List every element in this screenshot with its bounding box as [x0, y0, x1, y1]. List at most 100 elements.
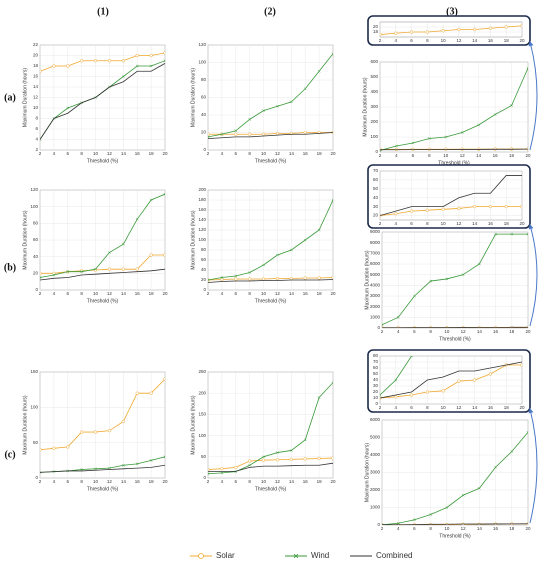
y-tick-label: 10 [373, 395, 379, 400]
x-tick-label: 16 [493, 526, 499, 531]
x-tick-label: 10 [444, 329, 450, 334]
point [39, 448, 42, 451]
point [66, 446, 69, 449]
point [473, 379, 476, 382]
y-tick-label: 18 [33, 63, 39, 68]
point [473, 205, 476, 208]
x-tick-label: 4 [221, 291, 224, 296]
x-tick-label: 12 [275, 151, 281, 156]
y-tick-label: 1000 [370, 315, 381, 320]
point [94, 59, 97, 62]
point [426, 391, 429, 394]
x-axis-label: Threshold (%) [255, 486, 287, 492]
point [426, 31, 429, 34]
y-tick-label: 100 [30, 204, 38, 209]
point [80, 431, 83, 434]
x-tick-label: 8 [80, 291, 83, 296]
y-tick-label: 18 [373, 29, 379, 34]
x-tick-label: 4 [53, 479, 56, 484]
point [220, 467, 223, 470]
x-tick-label: 4 [221, 479, 224, 484]
x-tick-label: 2 [39, 479, 42, 484]
y-tick-label: 80 [373, 353, 379, 358]
x-tick-label: 20 [525, 329, 531, 334]
x-tick-label: 10 [443, 153, 449, 158]
x-tick-label: 14 [289, 291, 295, 296]
x-tick-label: 4 [53, 151, 56, 156]
x-tick-label: 4 [397, 526, 400, 531]
y-tick-label: 60 [373, 365, 379, 370]
y-axis-label: Maximum Duration (hours) [22, 68, 28, 128]
y-tick-label: 120 [30, 187, 38, 192]
x-tick-label: 18 [504, 221, 510, 226]
x-tick-label: 10 [93, 151, 99, 156]
y-tick-label: 60 [373, 177, 379, 182]
point [136, 392, 139, 395]
x-tick-label: 14 [121, 479, 127, 484]
x-tick-label: 2 [39, 291, 42, 296]
y-tick-label: 5000 [370, 435, 381, 440]
point [164, 254, 167, 257]
x-tick-label: 12 [456, 221, 462, 226]
y-tick-label: 150 [30, 369, 38, 374]
point [52, 65, 55, 68]
x-tick-label: 8 [248, 291, 251, 296]
y-axis-label: Maximum Duration (hours) [190, 395, 196, 455]
x-tick-label: 14 [289, 479, 295, 484]
point [332, 276, 335, 279]
x-tick-label: 20 [162, 479, 168, 484]
x-tick-label: 20 [162, 151, 168, 156]
point [248, 460, 251, 463]
point [489, 27, 492, 30]
point [66, 65, 69, 68]
x-tick-label: 2 [381, 526, 384, 531]
x-tick-label: 10 [261, 291, 267, 296]
point [410, 31, 413, 34]
point [304, 131, 307, 134]
x-tick-label: 16 [135, 291, 141, 296]
x-tick-label: 16 [488, 38, 494, 43]
point [489, 205, 492, 208]
x-tick-label: 18 [149, 479, 155, 484]
x-tick-label: 20 [330, 479, 336, 484]
x-tick-label: 16 [493, 329, 499, 334]
x-tick-label: 4 [395, 405, 398, 410]
point [473, 28, 476, 31]
x-tick-label: 4 [395, 221, 398, 226]
y-tick-label: 10 [33, 105, 39, 110]
point [318, 277, 321, 280]
point [505, 26, 508, 29]
point [164, 51, 167, 54]
x-tick-label: 6 [235, 151, 238, 156]
x-tick-label: 2 [207, 479, 210, 484]
legend-label: Solar [216, 551, 235, 560]
x-tick-label: 18 [509, 329, 515, 334]
point [521, 24, 524, 27]
y-tick-label: 140 [198, 217, 206, 222]
point [304, 458, 307, 461]
x-tick-label: 16 [488, 405, 494, 410]
x-tick-label: 2 [207, 291, 210, 296]
point [39, 70, 42, 73]
point [426, 209, 429, 212]
y-tick-label: 60 [201, 257, 207, 262]
y-tick-label: 100 [198, 237, 206, 242]
y-tick-label: 20 [33, 53, 39, 58]
x-tick-label: 8 [426, 405, 429, 410]
point [457, 380, 460, 383]
point [318, 457, 321, 460]
x-tick-label: 12 [461, 526, 467, 531]
x-tick-label: 20 [330, 151, 336, 156]
x-tick-label: 16 [303, 291, 309, 296]
point [248, 278, 251, 281]
x-tick-label: 4 [395, 153, 398, 158]
x-tick-label: 6 [67, 479, 70, 484]
x-tick-label: 10 [441, 405, 447, 410]
x-tick-label: 20 [330, 291, 336, 296]
x-tick-label: 14 [121, 291, 127, 296]
